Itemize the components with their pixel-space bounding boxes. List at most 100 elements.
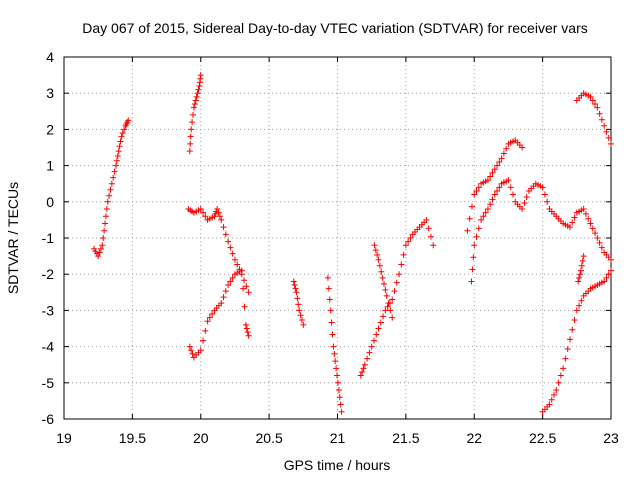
data-point-seg8: [376, 262, 383, 269]
x-tick-label: 22: [466, 430, 482, 446]
data-point-seg10: [473, 233, 480, 240]
data-point-seg10: [596, 239, 603, 246]
data-point-seg6: [325, 285, 332, 292]
data-point-seg3: [222, 231, 229, 238]
data-point-seg9: [466, 215, 473, 222]
data-point-seg12: [598, 116, 605, 123]
data-point-seg11: [566, 336, 573, 343]
data-point-seg7: [357, 372, 364, 379]
data-point-seg11: [546, 401, 553, 408]
data-point-seg10: [519, 206, 526, 213]
x-tick-label: 20: [193, 430, 209, 446]
data-point-seg7: [370, 337, 377, 344]
data-point-seg1: [118, 133, 125, 140]
data-point-seg6: [332, 358, 339, 365]
x-tick-label: 21: [330, 430, 346, 446]
data-point-seg11: [601, 278, 608, 285]
data-points: [91, 72, 614, 415]
data-point-seg6: [334, 372, 341, 379]
data-point-seg2: [190, 111, 197, 118]
data-point-seg12: [608, 140, 614, 147]
data-point-seg7: [375, 325, 382, 332]
data-point-seg2: [190, 104, 197, 111]
data-point-seg9: [519, 144, 526, 151]
data-point-seg3: [227, 244, 234, 251]
data-point-seg1: [103, 206, 110, 213]
data-point-seg6: [324, 274, 331, 281]
data-point-seg9: [487, 173, 494, 180]
data-point-seg4: [245, 332, 252, 339]
x-axis-label: GPS time / hours: [284, 457, 391, 473]
data-point-seg10: [480, 213, 487, 220]
data-point-seg8: [371, 242, 378, 249]
data-point-seg9: [484, 177, 491, 184]
data-point-seg9: [489, 169, 496, 176]
data-point-seg3: [234, 261, 241, 268]
data-point-seg1: [111, 168, 118, 175]
data-point-seg10: [587, 220, 594, 227]
data-point-seg4: [240, 285, 247, 292]
data-point-seg5: [291, 282, 298, 289]
data-point-seg10: [478, 216, 485, 223]
data-point-seg10: [471, 242, 478, 249]
x-tick-label: 19.5: [119, 430, 146, 446]
data-point-seg6: [327, 307, 334, 314]
data-point-seg3: [225, 238, 232, 245]
data-point-seg10: [475, 225, 482, 232]
data-point-seg7: [364, 355, 371, 362]
data-point-seg7: [396, 271, 403, 278]
data-point-seg1: [121, 126, 128, 133]
data-point-seg3: [200, 209, 207, 216]
data-point-seg1: [101, 227, 108, 234]
data-point-seg10: [494, 187, 501, 194]
data-point-seg13: [578, 262, 585, 269]
data-point-seg11: [571, 317, 578, 324]
y-tick-label: 2: [46, 121, 54, 137]
data-point-seg3: [231, 256, 238, 263]
data-point-seg10: [580, 206, 587, 213]
data-point-seg2: [189, 119, 196, 126]
data-point-seg5: [295, 301, 302, 308]
data-point-seg7: [425, 225, 432, 232]
data-point-seg7: [430, 242, 437, 249]
data-point-seg3: [241, 277, 248, 284]
y-tick-label: -1: [42, 230, 55, 246]
data-point-seg4: [200, 337, 207, 344]
data-point-seg3: [229, 250, 236, 257]
data-point-seg7: [368, 343, 375, 350]
data-point-seg9: [471, 191, 478, 198]
grid: [64, 57, 611, 419]
data-point-seg10: [489, 196, 496, 203]
data-point-seg6: [328, 319, 335, 326]
data-point-seg7: [373, 331, 380, 338]
data-point-seg4: [241, 303, 248, 310]
data-point-seg13: [576, 274, 583, 281]
data-point-seg12: [603, 128, 610, 135]
data-point-seg1: [115, 148, 122, 155]
data-point-seg11: [569, 326, 576, 333]
data-point-seg5: [290, 278, 297, 285]
data-point-seg8: [382, 286, 389, 293]
data-point-seg1: [107, 186, 114, 193]
data-point-seg6: [337, 401, 344, 408]
data-point-seg6: [334, 379, 341, 386]
data-point-seg6: [330, 343, 337, 350]
data-point-seg13: [577, 271, 584, 278]
data-point-seg1: [97, 245, 104, 252]
data-point-seg12: [601, 122, 608, 129]
y-tick-label: 1: [46, 158, 54, 174]
x-tick-label: 23: [603, 430, 619, 446]
data-point-seg11: [605, 271, 612, 278]
data-point-seg1: [102, 220, 109, 227]
data-point-seg7: [382, 307, 389, 314]
data-point-seg5: [300, 321, 307, 328]
data-point-seg9: [491, 166, 498, 173]
data-point-seg4: [204, 318, 211, 325]
data-point-seg11: [553, 387, 560, 394]
data-point-seg8: [380, 280, 387, 287]
data-point-seg6: [326, 296, 333, 303]
data-point-seg1: [99, 242, 106, 249]
data-point-seg5: [296, 307, 303, 314]
x-tick-label: 22.5: [529, 430, 556, 446]
